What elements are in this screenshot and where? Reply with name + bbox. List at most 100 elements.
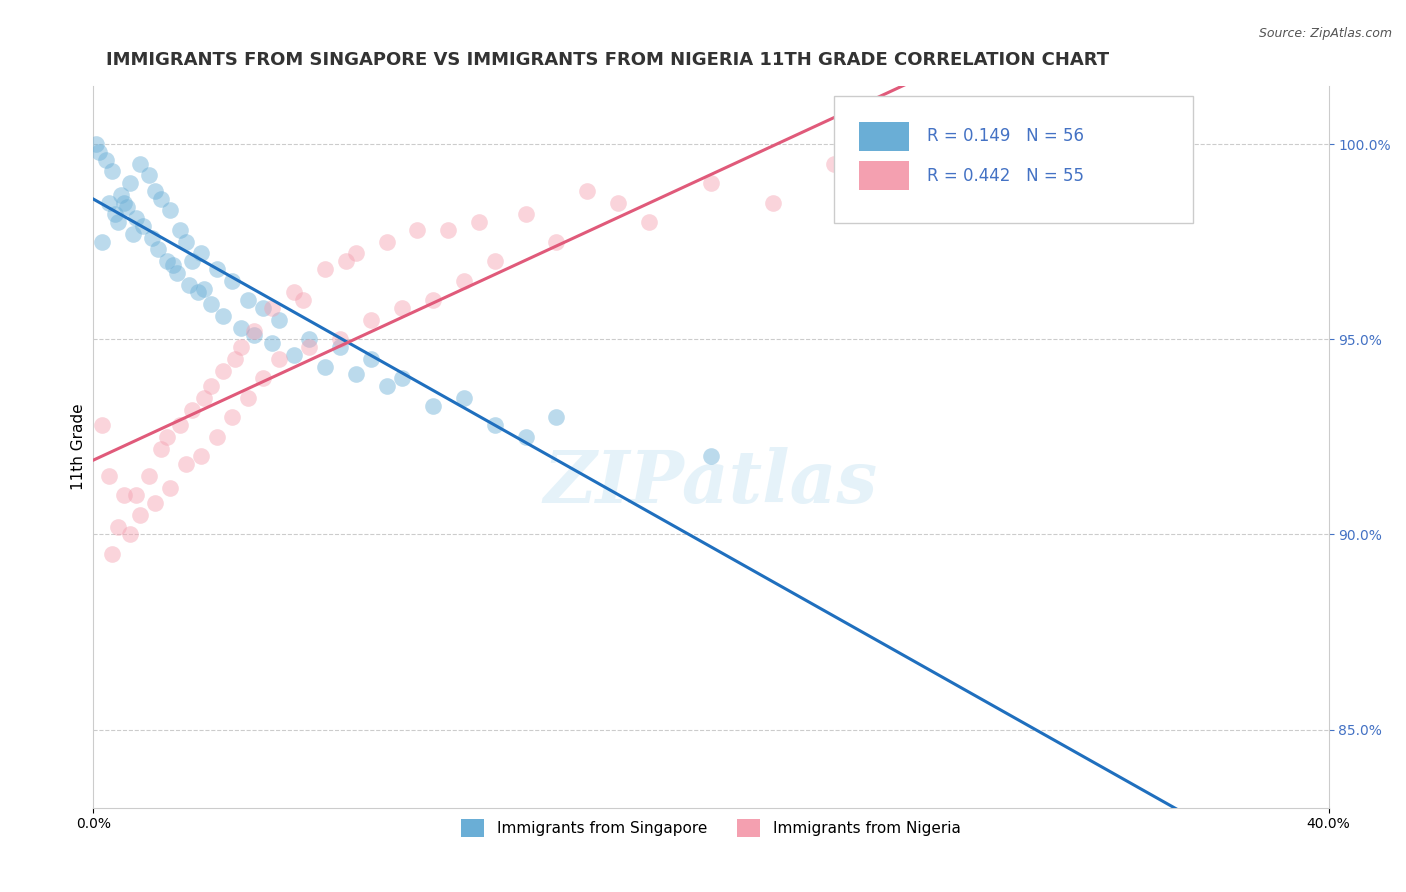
Point — [453, 391, 475, 405]
Point — [156, 254, 179, 268]
FancyBboxPatch shape — [835, 96, 1192, 223]
Point — [298, 340, 321, 354]
Point — [107, 215, 129, 229]
Point — [283, 285, 305, 300]
Point — [292, 293, 315, 308]
Point — [344, 368, 367, 382]
Point — [159, 203, 181, 218]
Point — [468, 215, 491, 229]
Point — [156, 430, 179, 444]
Text: ZIPatlas: ZIPatlas — [544, 447, 877, 518]
Point — [100, 164, 122, 178]
Point — [120, 527, 142, 541]
Point — [221, 410, 243, 425]
Point — [143, 496, 166, 510]
Point — [853, 176, 876, 190]
Point — [576, 184, 599, 198]
Point — [205, 430, 228, 444]
Point — [190, 246, 212, 260]
Point — [1008, 137, 1031, 152]
Point — [115, 200, 138, 214]
Point — [97, 195, 120, 210]
Point — [120, 176, 142, 190]
Point — [177, 277, 200, 292]
Point — [110, 187, 132, 202]
Point — [141, 231, 163, 245]
Point — [193, 281, 215, 295]
Point — [89, 145, 111, 159]
FancyBboxPatch shape — [859, 161, 908, 190]
Point — [298, 332, 321, 346]
Point — [84, 137, 107, 152]
Text: R = 0.442   N = 55: R = 0.442 N = 55 — [927, 167, 1084, 185]
Point — [143, 184, 166, 198]
Point — [360, 351, 382, 366]
Point — [252, 371, 274, 385]
Point — [700, 450, 723, 464]
Point — [422, 293, 444, 308]
Point — [131, 219, 153, 233]
Text: Source: ZipAtlas.com: Source: ZipAtlas.com — [1258, 27, 1392, 40]
FancyBboxPatch shape — [859, 121, 908, 151]
Point — [314, 359, 336, 374]
Point — [150, 442, 173, 456]
Point — [335, 254, 357, 268]
Point — [104, 207, 127, 221]
Point — [453, 274, 475, 288]
Point — [159, 481, 181, 495]
Point — [187, 285, 209, 300]
Point — [236, 293, 259, 308]
Point — [344, 246, 367, 260]
Point — [190, 450, 212, 464]
Point — [437, 223, 460, 237]
Text: IMMIGRANTS FROM SINGAPORE VS IMMIGRANTS FROM NIGERIA 11TH GRADE CORRELATION CHAR: IMMIGRANTS FROM SINGAPORE VS IMMIGRANTS … — [105, 51, 1109, 69]
Point — [515, 430, 537, 444]
Point — [391, 371, 413, 385]
Point — [162, 258, 184, 272]
Point — [638, 215, 661, 229]
Point — [112, 488, 135, 502]
Point — [125, 488, 148, 502]
Point — [174, 457, 197, 471]
Point — [243, 325, 266, 339]
Point — [314, 262, 336, 277]
Point — [391, 301, 413, 315]
Point — [607, 195, 630, 210]
Point — [181, 402, 204, 417]
Point — [107, 519, 129, 533]
Point — [329, 332, 352, 346]
Point — [212, 363, 235, 377]
Point — [224, 351, 246, 366]
Point — [212, 309, 235, 323]
Point — [762, 195, 785, 210]
Point — [231, 320, 253, 334]
Point — [138, 469, 160, 483]
Point — [193, 391, 215, 405]
Point — [484, 254, 506, 268]
Point — [360, 312, 382, 326]
Point — [243, 328, 266, 343]
Point — [112, 195, 135, 210]
Point — [515, 207, 537, 221]
Point — [128, 156, 150, 170]
Point — [267, 312, 290, 326]
Point — [262, 336, 284, 351]
Point — [125, 211, 148, 226]
Text: R = 0.149   N = 56: R = 0.149 N = 56 — [927, 127, 1084, 145]
Point — [231, 340, 253, 354]
Point — [546, 410, 568, 425]
Point — [283, 348, 305, 362]
Point — [97, 469, 120, 483]
Point — [174, 235, 197, 249]
Point — [94, 153, 117, 167]
Point — [169, 223, 191, 237]
Point — [146, 243, 169, 257]
Point — [236, 391, 259, 405]
Point — [262, 301, 284, 315]
Point — [406, 223, 429, 237]
Y-axis label: 11th Grade: 11th Grade — [72, 403, 86, 490]
Point — [375, 235, 398, 249]
Point — [267, 351, 290, 366]
Point — [700, 176, 723, 190]
Point — [221, 274, 243, 288]
